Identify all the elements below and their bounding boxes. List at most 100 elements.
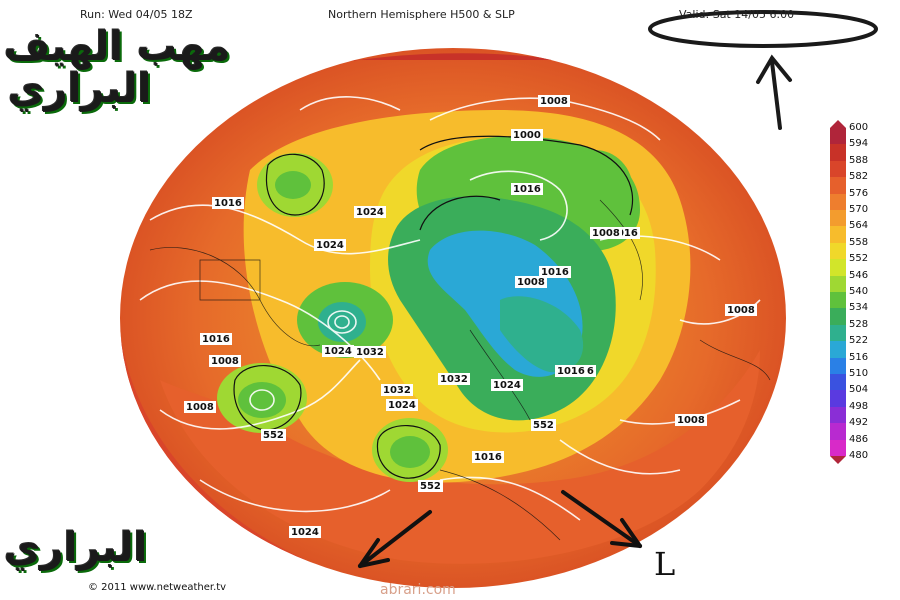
isobar-label: 1008 [211, 356, 239, 367]
isobar-label: 1024 [291, 527, 319, 538]
color-legend-label: 498 [849, 400, 869, 412]
color-legend-label: 558 [849, 236, 869, 248]
isobar-label: 1024 [493, 380, 521, 391]
isobar-label-bg [381, 384, 413, 396]
low-pressure-marker: L [654, 545, 676, 583]
isobar-label-bg [289, 526, 321, 538]
color-legend-swatch [830, 407, 846, 424]
watermark: abrari.com [380, 582, 456, 598]
color-legend-swatch [830, 161, 846, 178]
isobar-labels: 1008100010161016102410241016100810161008… [184, 95, 757, 538]
color-legend-label: 552 [849, 253, 869, 265]
arabic-title-line1: مهب الهيف [4, 24, 231, 70]
color-legend-label: 540 [849, 286, 869, 297]
color-legend-swatch [830, 341, 846, 358]
color-legend-label: 528 [849, 318, 869, 330]
isobar-label-bg [354, 206, 386, 218]
isobar-label-bg [491, 379, 523, 391]
color-legend-swatch [830, 390, 846, 407]
color-legend [830, 120, 846, 464]
pointer-arrow-up [756, 54, 792, 130]
color-legend-swatch [830, 259, 846, 276]
isobar-label: 1016 [610, 228, 638, 239]
color-legend-swatch [830, 194, 846, 211]
low-green-southwest-core [238, 382, 286, 418]
color-legend-swatch [830, 128, 846, 145]
isobar-label: 1024 [324, 346, 352, 357]
valid-highlight-ellipse [648, 10, 878, 48]
color-legend-swatch [830, 423, 846, 440]
color-legend-swatch [830, 440, 846, 457]
color-legend-label: 534 [849, 302, 869, 314]
color-legend-swatch [830, 292, 846, 309]
isobar-label: 1016 [541, 267, 569, 278]
color-legend-label: 510 [849, 368, 869, 379]
color-legend-label: 546 [849, 269, 869, 281]
isobar-label-bg [354, 346, 386, 358]
height-zone-582 [160, 350, 760, 564]
color-legend-swatch [830, 358, 846, 375]
isobar-label-bg [322, 345, 354, 357]
run-label: Run: Wed 04/05 18Z [80, 8, 193, 21]
isobar-label-bg [725, 304, 757, 316]
arabic-title-line2: البراري [8, 66, 152, 112]
isobar-label-bg [539, 266, 571, 278]
isobar-label: 1032 [383, 385, 411, 396]
isobar-label: 1008 [592, 228, 620, 239]
isobar-label: 1016 [214, 198, 242, 209]
isobar-label: 1008 [727, 305, 755, 316]
color-legend-label: 480 [849, 450, 869, 461]
color-legend-swatch [830, 308, 846, 325]
low-green-east [557, 150, 633, 230]
isobar-label: 1032 [356, 347, 384, 358]
coastlines [149, 199, 771, 541]
color-legend-label: 582 [849, 171, 869, 183]
isobar-label-bg [386, 399, 418, 411]
color-legend-label: 588 [849, 154, 869, 166]
isobar-label: 1024 [316, 240, 344, 251]
isobar-label-bg [538, 95, 570, 107]
color-legend-swatch [830, 210, 846, 227]
isobar-label-bg [212, 197, 244, 209]
isobar-label-bg [511, 129, 543, 141]
valid-time-label: Valid: Sat 14/05 6:00 [679, 8, 795, 21]
arabic-signature: البراري [4, 525, 148, 571]
isobar-label-bg [184, 401, 216, 413]
isobar-label-bg [200, 333, 232, 345]
isobar-label-bg [590, 227, 622, 239]
color-legend-swatch [830, 374, 846, 391]
low-teal-edge [500, 296, 584, 373]
isobar-label: 1016 [557, 366, 585, 377]
color-legend-label: 492 [849, 417, 869, 429]
map-title: Northern Hemisphere H500 & SLP [328, 8, 515, 21]
isobar-label: 1008 [540, 96, 568, 107]
color-legend-swatch [830, 144, 846, 161]
isobar-label-bg [531, 419, 556, 431]
isobar-label-bg [438, 373, 470, 385]
low-green-pacific-north-core [275, 171, 311, 199]
color-legend-label: 486 [849, 433, 869, 445]
isobar-label: 552 [420, 481, 441, 492]
isobar-label: 1016 [202, 334, 230, 345]
color-legend-swatch [830, 276, 846, 293]
isobar-label: 552 [533, 420, 554, 431]
isobar-label: 1024 [388, 400, 416, 411]
isobar-label: 1008 [517, 277, 545, 288]
arrow-southwest [358, 510, 432, 568]
isobar-label-bg [511, 183, 543, 195]
color-legend-swatch [830, 226, 846, 243]
copyright-credit: © 2011 www.netweather.tv [88, 582, 227, 593]
color-legend-label: 504 [849, 384, 869, 396]
low-green-south-core [390, 436, 430, 468]
isobar-label-bg [515, 276, 547, 288]
color-legend-swatch [830, 177, 846, 194]
isobar-label-bg [555, 365, 587, 377]
isobar-label-bg [418, 480, 443, 492]
isobar-label-bg [314, 239, 346, 251]
isobar-label: 1008 [186, 402, 214, 413]
color-legend-label: 516 [849, 351, 869, 363]
color-legend-label: 522 [849, 335, 869, 347]
color-legend-label: 576 [849, 187, 869, 199]
isobar-label: 1008 [677, 415, 705, 426]
